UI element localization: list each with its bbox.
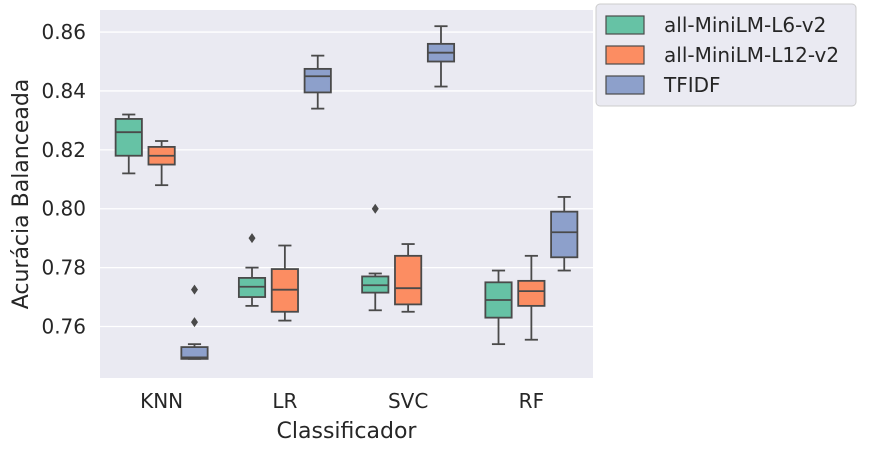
box-all-MiniLM-L12-v2-RF bbox=[517, 254, 546, 341]
legend-swatch bbox=[605, 75, 645, 95]
legend: all-MiniLM-L6-v2 all-MiniLM-L12-v2 TFIDF bbox=[595, 3, 857, 107]
legend-label: TFIDF bbox=[663, 73, 721, 97]
outlier-point bbox=[190, 317, 198, 328]
legend-swatch bbox=[605, 15, 645, 35]
x-tick-label: RF bbox=[519, 389, 544, 413]
x-axis-ticks: KNN LR SVC RF bbox=[140, 389, 544, 413]
box-iqr bbox=[180, 346, 209, 360]
box-iqr bbox=[394, 254, 423, 306]
box-all-MiniLM-L6-v2-LR bbox=[237, 233, 267, 307]
box-TFIDF-RF bbox=[550, 196, 579, 272]
y-tick-label: 0.76 bbox=[41, 314, 86, 338]
box-all-MiniLM-L12-v2-LR bbox=[270, 244, 299, 322]
box-TFIDF-LR bbox=[303, 54, 332, 110]
x-tick-label: LR bbox=[272, 389, 297, 413]
y-tick-label: 0.82 bbox=[41, 138, 86, 162]
y-tick-label: 0.84 bbox=[41, 79, 86, 103]
plot-area bbox=[100, 10, 593, 378]
legend-label: all-MiniLM-L12-v2 bbox=[664, 43, 839, 67]
y-tick-label: 0.78 bbox=[41, 256, 86, 280]
outlier-point bbox=[248, 233, 256, 244]
box-iqr bbox=[550, 210, 579, 259]
y-axis-ticks: 0.76 0.78 0.80 0.82 0.84 0.86 bbox=[41, 20, 86, 338]
box-TFIDF-KNN bbox=[180, 284, 209, 360]
box-iqr bbox=[303, 67, 332, 94]
legend-label: all-MiniLM-L6-v2 bbox=[664, 13, 826, 37]
y-tick-label: 0.80 bbox=[41, 197, 86, 221]
box-all-MiniLM-L6-v2-KNN bbox=[114, 113, 143, 175]
legend-swatch bbox=[605, 45, 645, 65]
box-all-MiniLM-L6-v2-RF bbox=[484, 269, 513, 346]
x-tick-label: SVC bbox=[388, 389, 428, 413]
grid-lines bbox=[100, 31, 593, 328]
outlier-point bbox=[371, 203, 379, 214]
box-iqr bbox=[114, 118, 143, 157]
legend-box bbox=[595, 3, 857, 107]
box-TFIDF-SVC bbox=[426, 25, 456, 88]
box-all-MiniLM-L12-v2-KNN bbox=[147, 140, 176, 187]
outlier-point bbox=[190, 284, 198, 295]
y-axis-title: Acurácia Balanceada bbox=[9, 79, 34, 310]
box-all-MiniLM-L6-v2-SVC bbox=[361, 203, 390, 312]
x-tick-label: KNN bbox=[140, 389, 183, 413]
box-all-MiniLM-L12-v2-SVC bbox=[394, 243, 423, 313]
boxes bbox=[114, 25, 579, 360]
x-axis-title: Classificador bbox=[277, 419, 418, 444]
box-iqr bbox=[517, 279, 546, 307]
y-tick-label: 0.86 bbox=[41, 20, 86, 44]
